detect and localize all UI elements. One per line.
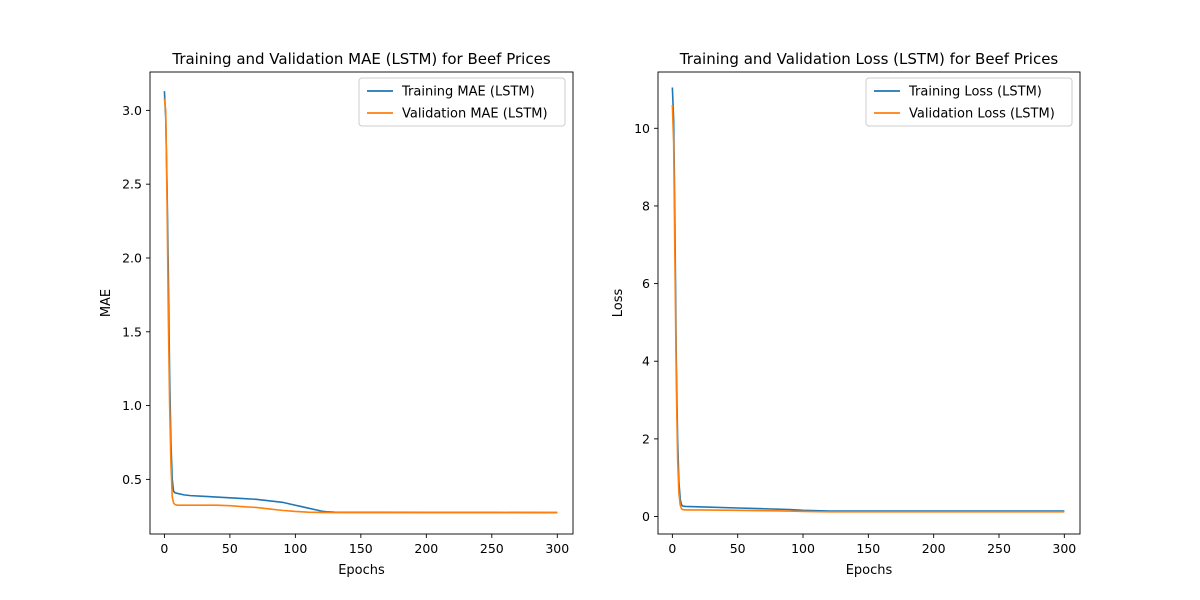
loss-x-tick-label: 150 bbox=[856, 541, 880, 556]
loss-series-line-validation bbox=[671, 104, 1065, 513]
loss-chart-title: Training and Validation Loss (LSTM) for … bbox=[679, 50, 1059, 68]
mae-legend: Training MAE (LSTM) Validation MAE (LSTM) bbox=[358, 77, 566, 127]
mae-series-line-validation bbox=[163, 98, 558, 514]
mae-x-tick-label: 50 bbox=[222, 541, 238, 556]
mae-x-tick-label: 250 bbox=[480, 541, 504, 556]
loss-series-line-training bbox=[671, 87, 1065, 512]
mae-x-tick-label: 300 bbox=[545, 541, 569, 556]
loss-y-tick-label: 4 bbox=[642, 354, 650, 369]
mae-series-line-training bbox=[163, 91, 558, 514]
mae-y-tick-label: 1.5 bbox=[122, 324, 142, 339]
loss-x-tick-label: 250 bbox=[987, 541, 1011, 556]
mae-legend-box bbox=[358, 77, 566, 127]
mae-x-tick-label: 100 bbox=[283, 541, 307, 556]
loss-x-tick-label: 200 bbox=[922, 541, 946, 556]
mae-legend-label: Validation MAE (LSTM) bbox=[402, 107, 548, 122]
mae-x-axis-label: Epochs bbox=[338, 563, 385, 578]
mae-chart-title: Training and Validation MAE (LSTM) for B… bbox=[171, 50, 550, 68]
loss-chart: 0 50 100 150 200 250 300 0 2 4 6 8 10 Training and Va… bbox=[611, 50, 1081, 578]
mae-y-tick-label: 1.0 bbox=[122, 398, 142, 413]
loss-x-tick-label: 100 bbox=[791, 541, 815, 556]
loss-y-tick-label: 6 bbox=[642, 276, 650, 291]
loss-y-tick-label: 10 bbox=[634, 121, 650, 136]
loss-x-tick-label: 300 bbox=[1052, 541, 1076, 556]
loss-y-tick-label: 8 bbox=[642, 198, 650, 213]
mae-legend-label: Training MAE (LSTM) bbox=[401, 85, 535, 100]
mae-y-tick-label: 0.5 bbox=[122, 472, 142, 487]
mae-x-tick-label: 150 bbox=[349, 541, 373, 556]
loss-x-tick-label: 50 bbox=[730, 541, 746, 556]
loss-legend: Training Loss (LSTM) Validation Loss (LST… bbox=[865, 77, 1073, 127]
mae-x-tick-label: 200 bbox=[414, 541, 438, 556]
mae-y-tick-label: 3.0 bbox=[122, 103, 142, 118]
loss-legend-label: Validation Loss (LSTM) bbox=[909, 107, 1055, 122]
mae-y-axis-label: MAE bbox=[99, 289, 114, 317]
loss-legend-box bbox=[865, 77, 1073, 127]
loss-x-axis-label: Epochs bbox=[846, 563, 893, 578]
loss-y-axis-label: Loss bbox=[611, 289, 626, 318]
loss-x-tick-label: 0 bbox=[668, 541, 676, 556]
mae-x-tick-label: 0 bbox=[160, 541, 168, 556]
mae-chart: 0 50 100 150 200 250 300 0.5 1.0 1.5 2.0 2.5 3.0 Trai… bbox=[99, 50, 574, 578]
loss-plot-frame bbox=[657, 71, 1081, 535]
mae-y-tick-label: 2.0 bbox=[122, 250, 142, 265]
mae-plot-frame bbox=[149, 71, 574, 535]
mae-y-tick-label: 2.5 bbox=[122, 177, 142, 192]
loss-y-tick-label: 2 bbox=[642, 431, 650, 446]
loss-legend-label: Training Loss (LSTM) bbox=[908, 85, 1042, 100]
loss-y-tick-label: 0 bbox=[642, 509, 650, 524]
